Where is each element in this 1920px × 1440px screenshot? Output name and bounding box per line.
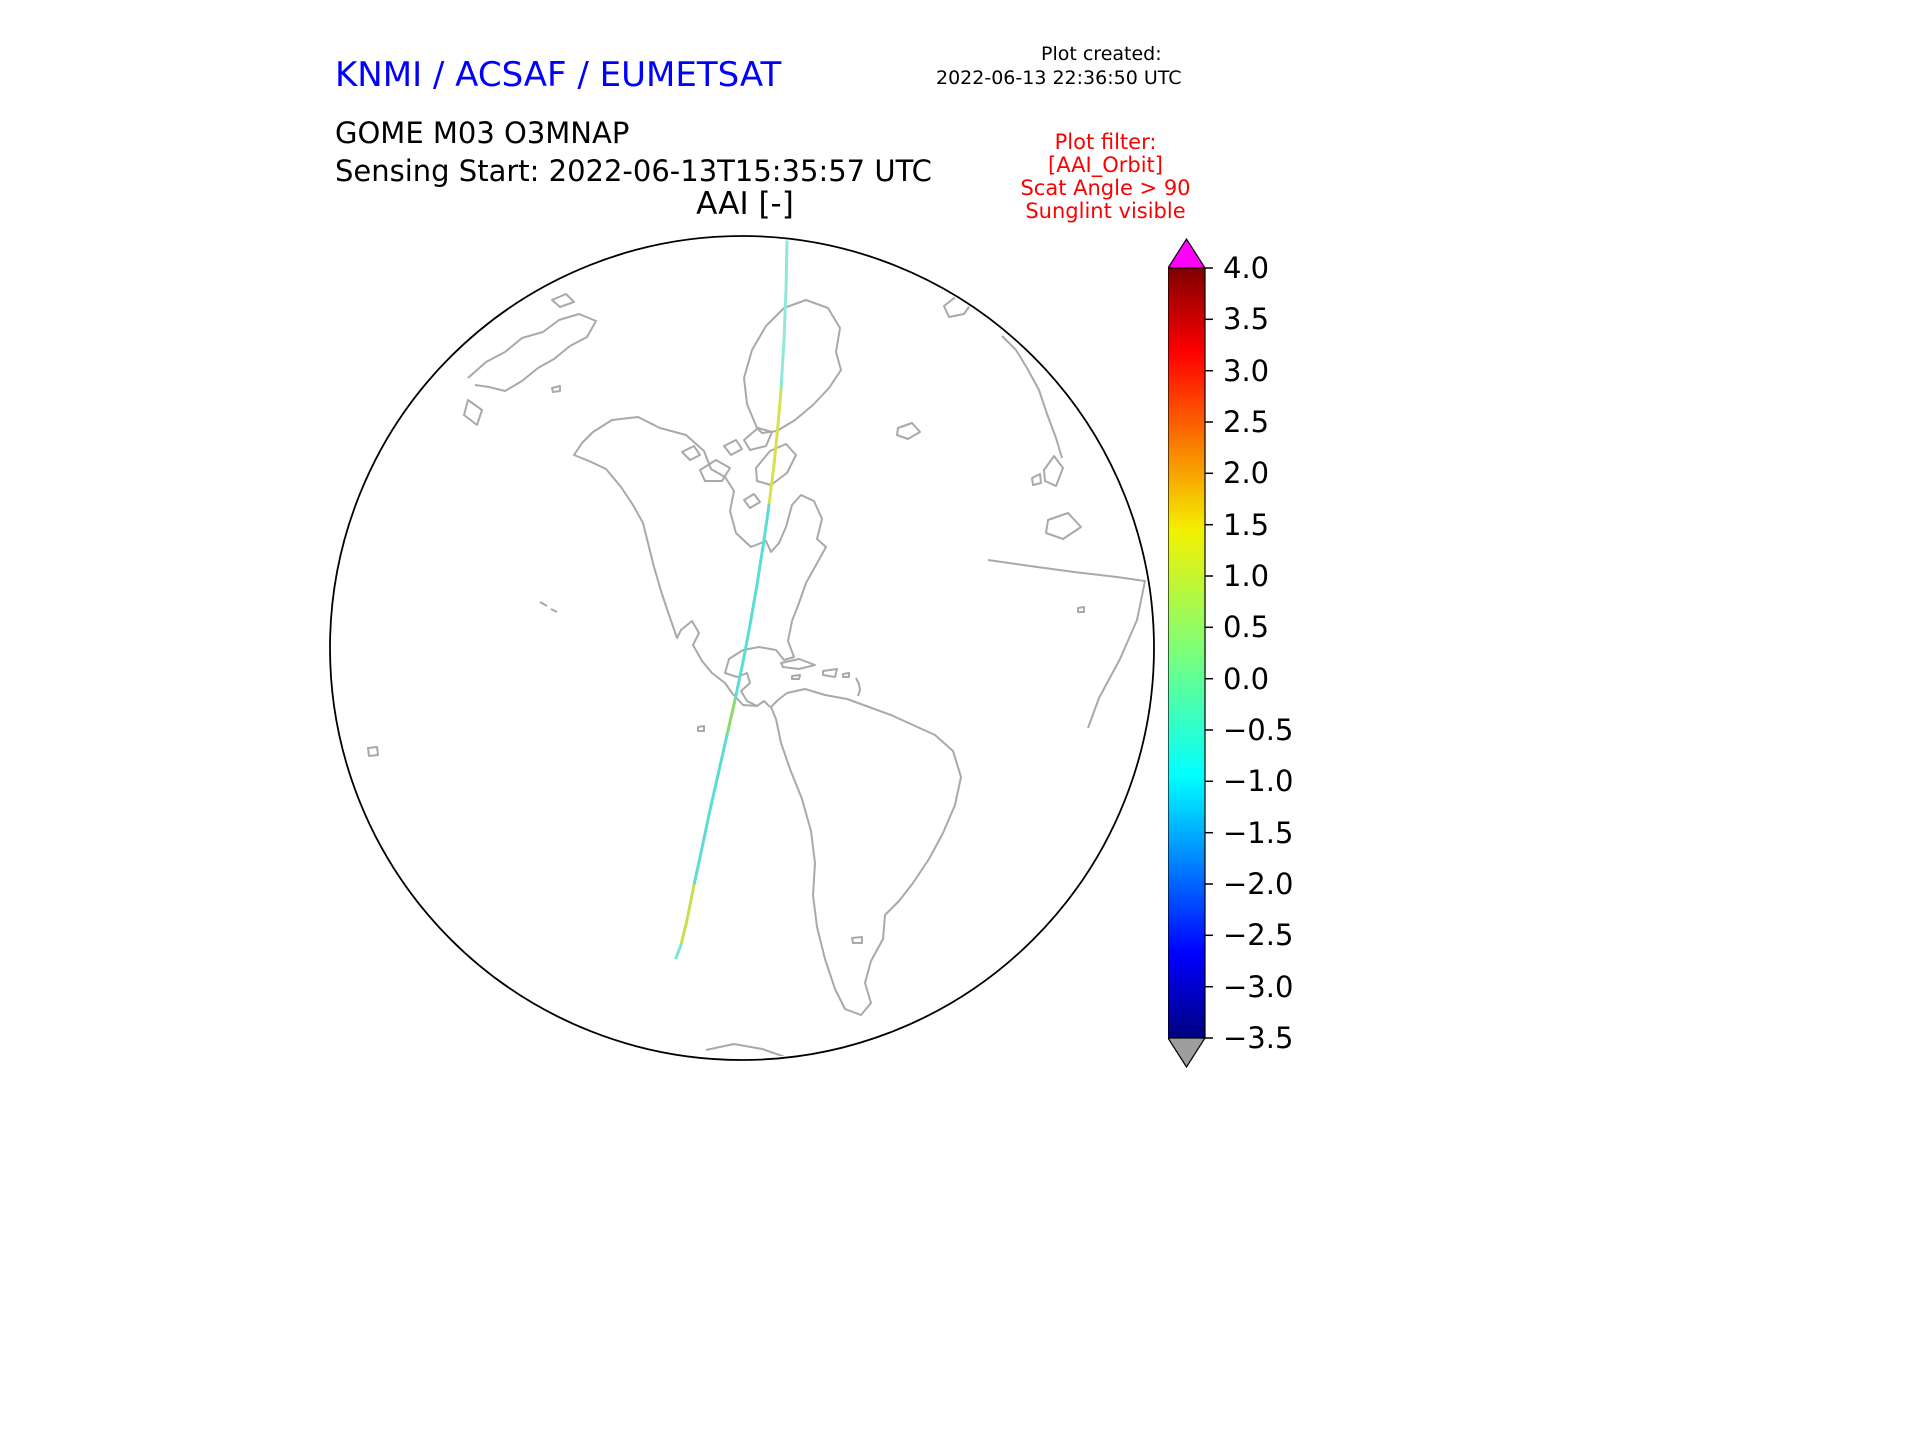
- plot-title: AAI [-]: [696, 186, 794, 222]
- plot-created-label: Plot created:: [1041, 43, 1162, 65]
- globe-outline: [329, 235, 1155, 1061]
- colorbar-tick-label: 2.0: [1223, 456, 1270, 490]
- coastline: [723, 439, 743, 456]
- coastline: [551, 293, 575, 308]
- plot-created-value: 2022-06-13 22:36:50 UTC: [936, 67, 1182, 89]
- orbit-track: [674, 238, 789, 960]
- coastline: [539, 601, 558, 613]
- colorbar-tick-label: 0.5: [1223, 610, 1270, 644]
- colorbar-tick-label: −0.5: [1223, 713, 1294, 747]
- colorbar: [1168, 238, 1213, 1069]
- colorbar-tick-label: 1.0: [1223, 559, 1270, 593]
- sensing-start-label: Sensing Start: 2022-06-13T15:35:57 UTC: [335, 154, 932, 188]
- plot-filter-line: [AAI_Orbit]: [1048, 153, 1163, 177]
- coastline: [551, 385, 561, 393]
- plot-filter-line: Scat Angle > 90: [1020, 176, 1191, 200]
- coastline: [697, 725, 705, 732]
- coastline: [851, 936, 863, 944]
- colorbar-over-arrow: [1168, 238, 1207, 269]
- colorbar-tick-label: −2.5: [1223, 918, 1294, 952]
- coastline: [573, 431, 758, 707]
- coastline: [367, 746, 379, 757]
- colorbar-tick-label: 4.0: [1223, 251, 1270, 285]
- colorbar-tick-label: −3.5: [1223, 1021, 1294, 1055]
- coastline: [1031, 473, 1042, 486]
- coastline: [743, 427, 773, 451]
- coastline: [975, 295, 987, 307]
- plot-filter-label: Plot filter:: [1054, 130, 1157, 154]
- orbit-track-segment: [679, 883, 696, 947]
- colorbar-tick-label: −1.0: [1223, 764, 1294, 798]
- coastline: [896, 422, 921, 440]
- coastline: [987, 559, 1146, 729]
- globe-map: [329, 235, 1155, 1061]
- product-title: GOME M03 O3MNAP: [335, 116, 630, 150]
- coastline: [681, 445, 701, 461]
- orbit-track-segment: [674, 943, 683, 960]
- colorbar-tick-label: 0.0: [1223, 662, 1270, 696]
- colorbar-gradient-bar: [1168, 267, 1206, 1039]
- coastline: [743, 493, 761, 509]
- coastline: [855, 677, 861, 697]
- colorbar-tick-label: −2.0: [1223, 867, 1294, 901]
- orbit-track-segment: [692, 733, 729, 887]
- coastline: [822, 668, 838, 678]
- colorbar-tick-label: 2.5: [1223, 405, 1270, 439]
- coastline: [1001, 335, 1063, 459]
- colorbar-ticks: [1205, 267, 1213, 1039]
- colorbar-under-arrow: [1168, 1037, 1207, 1069]
- org-title: KNMI / ACSAF / EUMETSAT: [335, 55, 782, 95]
- coastline: [755, 443, 797, 486]
- coastline: [705, 1043, 813, 1058]
- coastline: [770, 688, 962, 1016]
- coastline: [780, 658, 816, 670]
- coastline: [842, 672, 850, 678]
- coastline: [1043, 455, 1064, 487]
- orbit-track-segment: [733, 503, 771, 702]
- colorbar-tick-label: −1.5: [1223, 816, 1294, 850]
- orbit-track-segment: [779, 238, 789, 392]
- coastline: [1045, 512, 1082, 540]
- plot-filter-line: Sunglint visible: [1025, 199, 1186, 223]
- orbit-track-segment: [725, 698, 737, 737]
- coastline: [743, 299, 842, 434]
- coastline: [1077, 606, 1085, 613]
- colorbar-tick-label: 3.0: [1223, 354, 1270, 388]
- orbit-track-segment: [767, 388, 783, 507]
- coastline: [699, 459, 731, 482]
- colorbar-tick-label: −3.0: [1223, 970, 1294, 1004]
- colorbar-tick-label: 3.5: [1223, 302, 1270, 336]
- coastline: [463, 399, 483, 426]
- coastline: [791, 674, 801, 680]
- plot-filter-block: Plot filter: [AAI_Orbit] Scat Angle > 90…: [1003, 131, 1208, 223]
- colorbar-tick-label: 1.5: [1223, 508, 1270, 542]
- coastline: [467, 313, 597, 392]
